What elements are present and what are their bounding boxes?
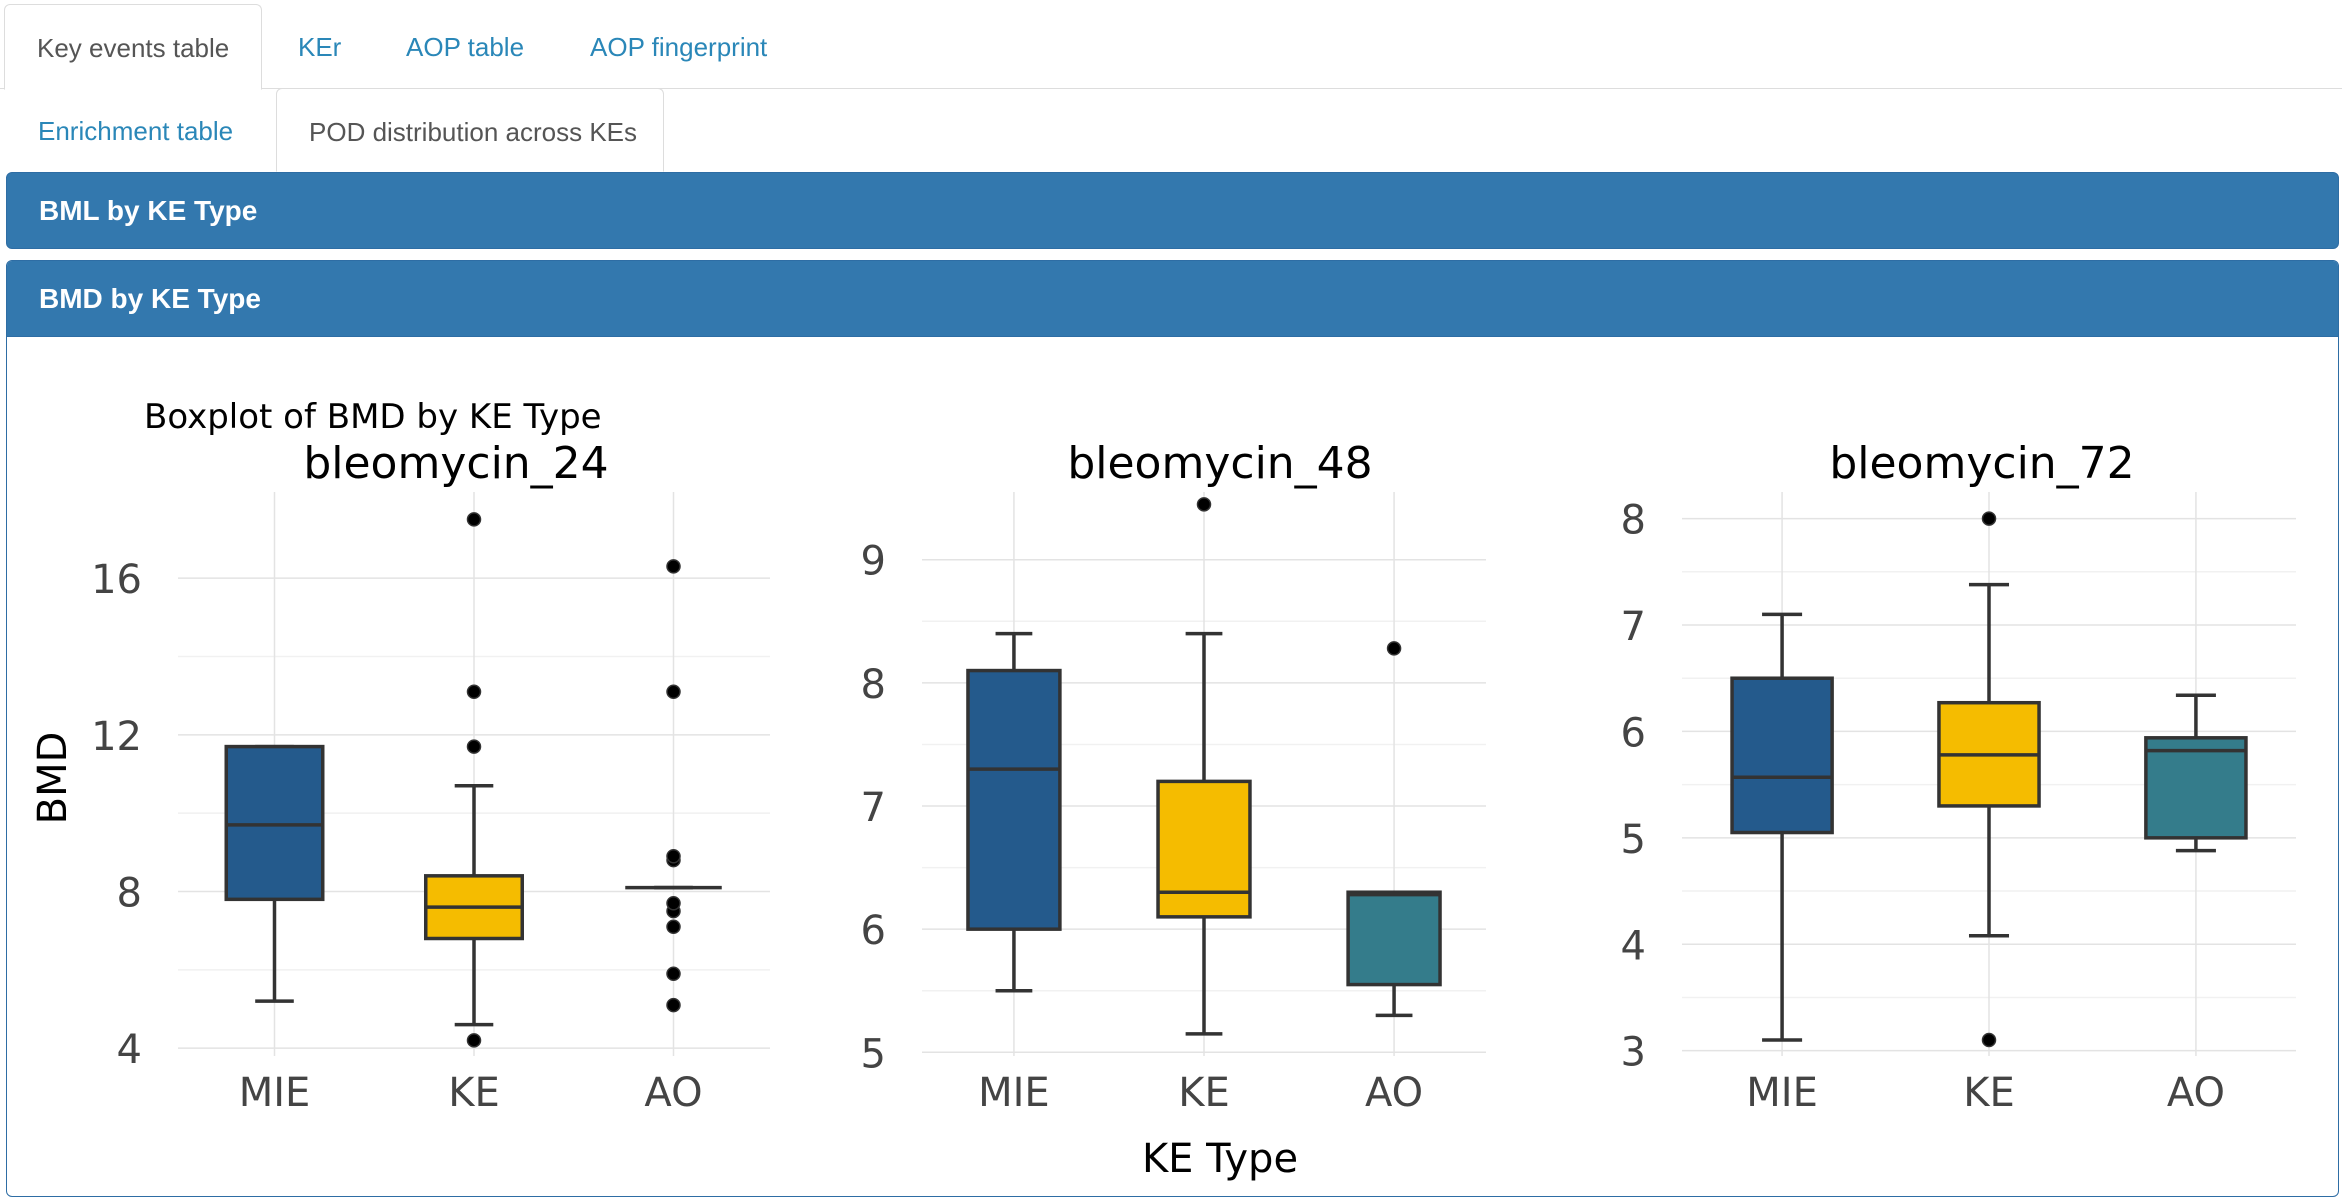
box-iqr: [1730, 676, 1834, 835]
x-axis-label: KE Type: [1142, 1136, 1298, 1182]
tab-enrichment-table[interactable]: Enrichment table: [38, 118, 233, 144]
x-tick-label: KE: [1963, 1070, 2015, 1116]
y-tick-label: 7: [861, 785, 886, 831]
box-KE: [1156, 497, 1252, 1036]
chart-title: Boxplot of BMD by KE Type: [144, 397, 602, 437]
x-tick-label: AO: [2167, 1070, 2225, 1116]
tab-bar-secondary: Enrichment table POD distribution across…: [0, 88, 2342, 172]
facet-title: bleomycin_24: [303, 438, 608, 489]
box-MIE: [224, 744, 325, 1003]
y-tick-label: 4: [117, 1027, 142, 1073]
facet-bleomycin_72: 3 4 5 6 7 8 MIE KE AO bleomycin_72: [1621, 438, 2296, 1116]
outlier-point: [666, 684, 681, 699]
tab-aop-table[interactable]: AOP table: [406, 34, 524, 60]
panel-bml-header[interactable]: BML by KE Type: [6, 172, 2339, 249]
tab-aop-fingerprint[interactable]: AOP fingerprint: [590, 34, 767, 60]
box-iqr: [1346, 890, 1442, 987]
facet-title: bleomycin_48: [1067, 438, 1372, 489]
x-tick-label: KE: [448, 1070, 500, 1116]
x-tick-label: MIE: [239, 1070, 311, 1116]
facet-bleomycin_48: 5 6 7 8 9 MIE KE AO bleomycin_48: [861, 438, 1486, 1116]
facet-bleomycin_24: 4 8 12 16 MIE KE AO bleomycin_24: [91, 438, 770, 1116]
y-tick-label: 5: [1621, 817, 1646, 863]
box-iqr: [224, 744, 325, 902]
box-iqr: [1156, 779, 1252, 919]
outlier-point: [666, 919, 681, 934]
tab-pod-distribution-label: POD distribution across KEs: [309, 117, 638, 147]
tab-bar-primary: Key events table KEr AOP table AOP finge…: [0, 0, 2342, 90]
y-tick-label: 4: [1621, 923, 1646, 969]
box-MIE: [966, 631, 1062, 993]
y-tick-label: 3: [1621, 1030, 1646, 1076]
y-tick-label: 8: [1621, 498, 1646, 544]
y-tick-label: 8: [861, 662, 886, 708]
box-AO: [625, 559, 722, 1013]
outlier-point: [1196, 497, 1212, 512]
outlier-point: [1386, 641, 1402, 656]
y-tick-label: 5: [861, 1031, 886, 1077]
y-axis-label: BMD: [30, 732, 76, 825]
outlier-point: [666, 559, 681, 574]
panel-bml-title: BML by KE Type: [39, 195, 258, 226]
box-MIE: [1730, 612, 1834, 1042]
x-tick-label: MIE: [978, 1070, 1050, 1116]
outlier-point: [466, 1033, 482, 1048]
y-tick-label: 12: [91, 714, 142, 760]
outlier-point: [666, 966, 681, 981]
x-tick-label: AO: [644, 1070, 702, 1116]
outlier-point: [666, 849, 681, 864]
outlier-point: [1981, 511, 1997, 526]
outlier-point: [1981, 1032, 1997, 1048]
outlier-point: [466, 739, 482, 754]
box-AO: [1346, 641, 1442, 1018]
tab-enrichment-table-label: Enrichment table: [38, 116, 234, 146]
outlier-point: [466, 512, 482, 527]
y-tick-label: 6: [1621, 710, 1646, 756]
outlier-point: [466, 684, 482, 699]
panel-bmd-title: BMD by KE Type: [39, 283, 261, 314]
panel-bmd-header[interactable]: BMD by KE Type: [7, 261, 2338, 337]
box-iqr: [2144, 736, 2248, 840]
y-tick-label: 9: [861, 539, 886, 585]
tab-aop-table-label: AOP table: [406, 32, 525, 62]
y-tick-label: 6: [861, 908, 886, 954]
y-tick-label: 7: [1621, 604, 1646, 650]
outlier-point: [666, 997, 681, 1013]
box-AO: [2144, 693, 2248, 853]
box-iqr: [966, 668, 1062, 931]
x-tick-label: MIE: [1746, 1070, 1818, 1116]
tab-key-events-table-label: Key events table: [37, 33, 230, 63]
box-KE: [424, 512, 524, 1048]
tab-pod-distribution[interactable]: POD distribution across KEs: [276, 88, 664, 172]
tab-ker-label: KEr: [298, 32, 342, 62]
tab-ker[interactable]: KEr: [298, 34, 341, 60]
panel-bmd: BMD by KE Type: [6, 260, 2339, 1197]
tab-aop-fingerprint-label: AOP fingerprint: [590, 32, 768, 62]
x-tick-label: KE: [1178, 1070, 1230, 1116]
tab-key-events-table[interactable]: Key events table: [4, 4, 262, 90]
box-KE: [1937, 511, 2041, 1048]
x-tick-label: AO: [1365, 1070, 1423, 1116]
y-tick-label: 16: [91, 557, 142, 603]
facet-title: bleomycin_72: [1829, 438, 2134, 489]
outlier-point: [666, 896, 681, 911]
y-tick-label: 8: [117, 871, 142, 917]
